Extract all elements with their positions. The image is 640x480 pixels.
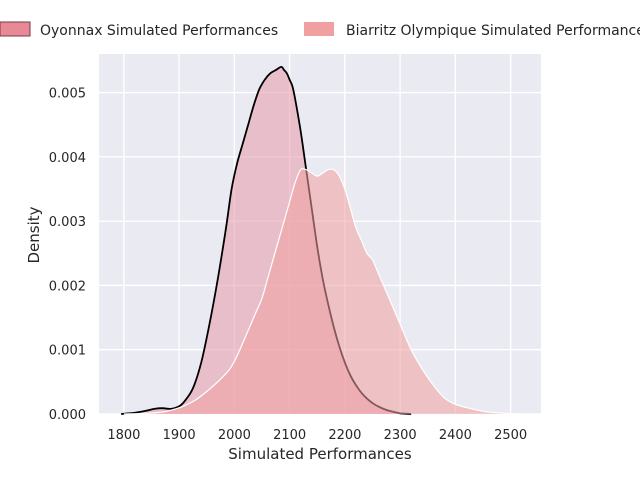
plot-area <box>99 54 541 415</box>
x-axis-title: Simulated Performances <box>228 445 412 463</box>
legend-swatch-biarritz <box>304 22 334 36</box>
legend-swatch-oyonnax <box>0 21 31 37</box>
x-tick-label: 2500 <box>494 428 527 443</box>
y-tick-label: 0.004 <box>49 151 86 166</box>
x-tick-label: 2200 <box>328 428 361 443</box>
legend-label-oyonnax: Oyonnax Simulated Performances <box>40 23 278 39</box>
legend-label-biarritz: Biarritz Olympique Simulated Performance… <box>346 23 640 39</box>
y-tick-label: 0.001 <box>49 344 86 359</box>
density-area-biarritz <box>123 168 522 414</box>
y-tick-label: 0.003 <box>49 215 86 230</box>
y-tick-label: 0.002 <box>49 279 86 294</box>
y-tick-label: 0.005 <box>49 87 86 102</box>
density-area-oyonnax <box>121 66 412 415</box>
y-axis-ticks: 0.000 0.001 0.002 0.003 0.004 0.005 <box>49 87 86 423</box>
x-tick-label: 2100 <box>273 428 306 443</box>
x-axis-ticks: 1800 1900 2000 2100 2200 2300 2400 2500 <box>107 428 527 443</box>
density-line-biarritz <box>123 168 522 415</box>
x-tick-label: 2400 <box>439 428 472 443</box>
y-tick-label: 0.000 <box>49 408 86 423</box>
y-axis-title: Density <box>25 206 43 263</box>
legend: Oyonnax Simulated Performances Biarritz … <box>0 21 640 39</box>
x-tick-label: 2000 <box>218 428 251 443</box>
x-tick-label: 2300 <box>384 428 417 443</box>
series-layer <box>121 65 522 415</box>
x-tick-label: 1800 <box>107 428 140 443</box>
x-tick-label: 1900 <box>163 428 196 443</box>
